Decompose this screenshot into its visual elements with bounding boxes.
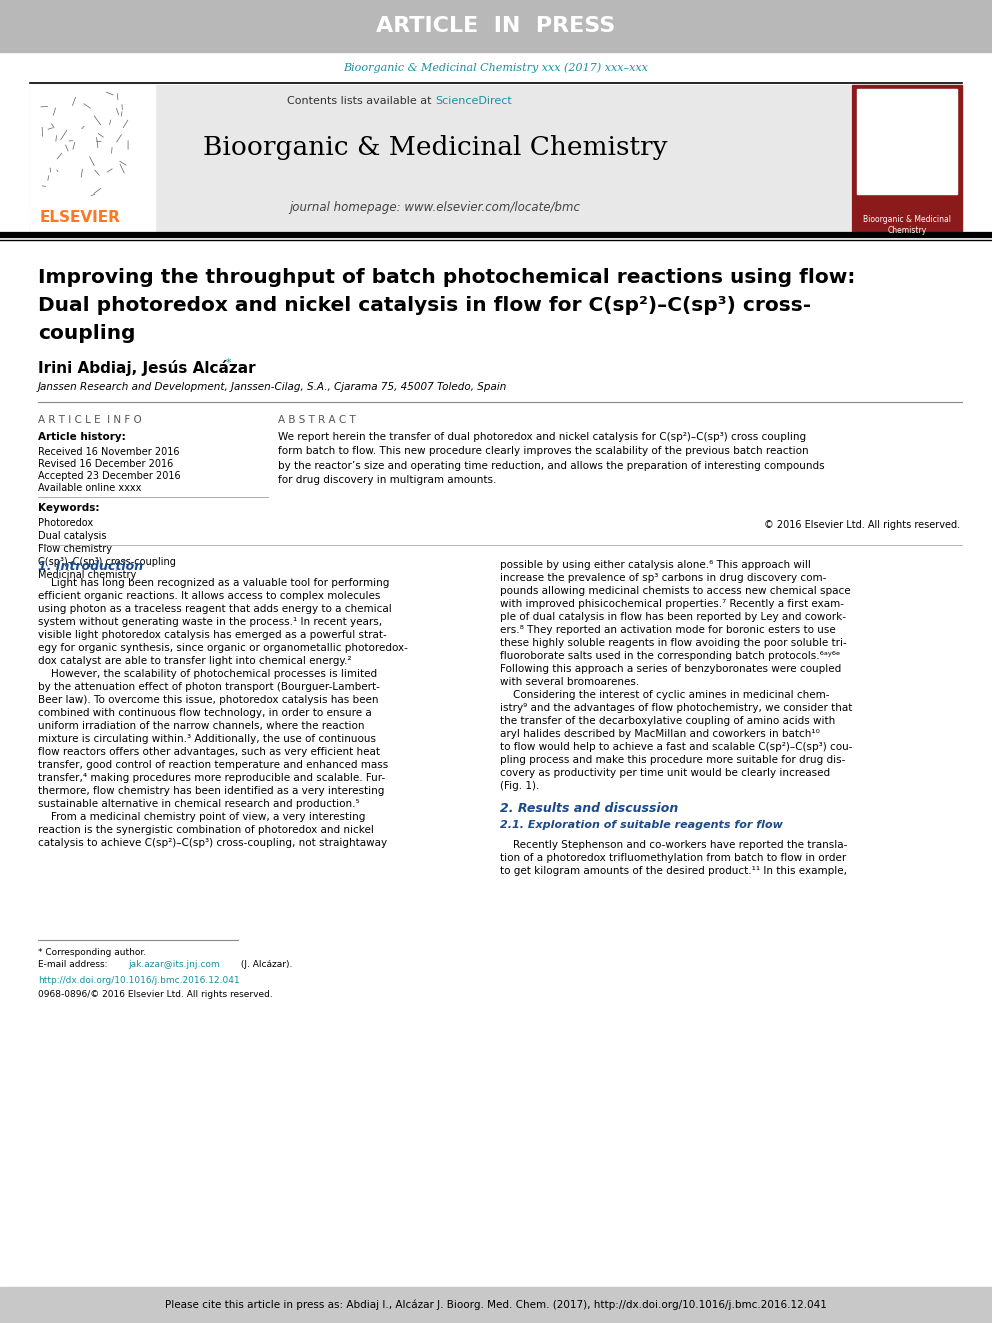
Text: jak.azar@its.jnj.com: jak.azar@its.jnj.com — [128, 960, 219, 968]
Text: the transfer of the decarboxylative coupling of amino acids with: the transfer of the decarboxylative coup… — [500, 716, 835, 726]
Text: ers.⁸ They reported an activation mode for boronic esters to use: ers.⁸ They reported an activation mode f… — [500, 624, 835, 635]
Text: these highly soluble reagents in flow avoiding the poor soluble tri-: these highly soluble reagents in flow av… — [500, 638, 847, 648]
Text: 2. Results and discussion: 2. Results and discussion — [500, 802, 679, 815]
Text: Bioorganic & Medicinal Chemistry: Bioorganic & Medicinal Chemistry — [202, 135, 668, 160]
Text: with improved phisicochemical properties.⁷ Recently a first exam-: with improved phisicochemical properties… — [500, 599, 844, 609]
Text: efficient organic reactions. It allows access to complex molecules: efficient organic reactions. It allows a… — [38, 591, 380, 601]
Text: possible by using either catalysis alone.⁶ This approach will: possible by using either catalysis alone… — [500, 560, 810, 570]
Text: istry⁹ and the advantages of flow photochemistry, we consider that: istry⁹ and the advantages of flow photoc… — [500, 703, 852, 713]
Text: covery as productivity per time unit would be clearly increased: covery as productivity per time unit wou… — [500, 767, 830, 778]
Text: 2.1. Exploration of suitable reagents for flow: 2.1. Exploration of suitable reagents fo… — [500, 820, 783, 830]
Text: Photoredox: Photoredox — [38, 519, 93, 528]
Text: visible light photoredox catalysis has emerged as a powerful strat-: visible light photoredox catalysis has e… — [38, 630, 387, 640]
Text: to flow would help to achieve a fast and scalable C(sp²)–C(sp³) cou-: to flow would help to achieve a fast and… — [500, 742, 852, 751]
Text: flow reactors offers other advantages, such as very efficient heat: flow reactors offers other advantages, s… — [38, 747, 380, 757]
Bar — [0, 0, 992, 52]
Text: A R T I C L E  I N F O: A R T I C L E I N F O — [38, 415, 142, 425]
Text: pling process and make this procedure more suitable for drug dis-: pling process and make this procedure mo… — [500, 755, 845, 765]
Text: fluoroborate salts used in the corresponding batch protocols.⁶ᵃʸ⁶ᵉ: fluoroborate salts used in the correspon… — [500, 651, 840, 662]
Text: http://dx.doi.org/10.1016/j.bmc.2016.12.041: http://dx.doi.org/10.1016/j.bmc.2016.12.… — [38, 976, 240, 986]
Text: system without generating waste in the process.¹ In recent years,: system without generating waste in the p… — [38, 617, 382, 627]
Text: Dual photoredox and nickel catalysis in flow for C(sp²)–C(sp³) cross-: Dual photoredox and nickel catalysis in … — [38, 296, 811, 315]
Text: catalysis to achieve C(sp²)–C(sp³) cross-coupling, not straightaway: catalysis to achieve C(sp²)–C(sp³) cross… — [38, 837, 387, 848]
Text: Janssen Research and Development, Janssen-Cilag, S.A., Cjarama 75, 45007 Toledo,: Janssen Research and Development, Jansse… — [38, 382, 507, 392]
Text: aryl halides described by MacMillan and coworkers in batch¹⁰: aryl halides described by MacMillan and … — [500, 729, 819, 740]
Bar — [852, 85, 962, 233]
Text: Please cite this article in press as: Abdiaj I., Alcázar J. Bioorg. Med. Chem. (: Please cite this article in press as: Ab… — [165, 1299, 827, 1310]
Text: transfer,⁴ making procedures more reproducible and scalable. Fur-: transfer,⁴ making procedures more reprod… — [38, 773, 385, 783]
Text: Bioorganic & Medicinal
Chemistry: Bioorganic & Medicinal Chemistry — [863, 216, 951, 235]
Text: Following this approach a series of benzyboronates were coupled: Following this approach a series of benz… — [500, 664, 841, 673]
Bar — [857, 89, 957, 194]
Text: by the attenuation effect of photon transport (Bourguer-Lambert-: by the attenuation effect of photon tran… — [38, 681, 380, 692]
Text: using photon as a traceless reagent that adds energy to a chemical: using photon as a traceless reagent that… — [38, 605, 392, 614]
Text: Flow chemistry: Flow chemistry — [38, 544, 112, 554]
Text: A B S T R A C T: A B S T R A C T — [278, 415, 356, 425]
Text: 0968-0896/© 2016 Elsevier Ltd. All rights reserved.: 0968-0896/© 2016 Elsevier Ltd. All right… — [38, 990, 273, 999]
Bar — [30, 85, 155, 233]
Text: tion of a photoredox trifluomethylation from batch to flow in order: tion of a photoredox trifluomethylation … — [500, 853, 846, 863]
Text: Irini Abdiaj, Jesús Alcázar: Irini Abdiaj, Jesús Alcázar — [38, 360, 256, 376]
Text: Beer law). To overcome this issue, photoredox catalysis has been: Beer law). To overcome this issue, photo… — [38, 695, 379, 705]
Text: (J. Alcázar).: (J. Alcázar). — [238, 960, 293, 968]
Text: Medicinal chemistry: Medicinal chemistry — [38, 570, 136, 579]
Text: However, the scalability of photochemical processes is limited: However, the scalability of photochemica… — [38, 669, 377, 679]
Text: journal homepage: www.elsevier.com/locate/bmc: journal homepage: www.elsevier.com/locat… — [290, 201, 580, 214]
Text: Contents lists available at: Contents lists available at — [287, 97, 435, 106]
Text: pounds allowing medicinal chemists to access new chemical space: pounds allowing medicinal chemists to ac… — [500, 586, 850, 595]
Text: Considering the interest of cyclic amines in medicinal chem-: Considering the interest of cyclic amine… — [500, 691, 829, 700]
Text: C(sp³)–C(sp³) cross-coupling: C(sp³)–C(sp³) cross-coupling — [38, 557, 176, 568]
Text: dox catalyst are able to transfer light into chemical energy.²: dox catalyst are able to transfer light … — [38, 656, 351, 665]
Text: *: * — [226, 359, 231, 368]
Text: ple of dual catalysis in flow has been reported by Ley and cowork-: ple of dual catalysis in flow has been r… — [500, 613, 846, 622]
Text: Keywords:: Keywords: — [38, 503, 99, 513]
Text: mixture is circulating within.³ Additionally, the use of continuous: mixture is circulating within.³ Addition… — [38, 734, 376, 744]
Text: combined with continuous flow technology, in order to ensure a: combined with continuous flow technology… — [38, 708, 372, 718]
Text: From a medicinal chemistry point of view, a very interesting: From a medicinal chemistry point of view… — [38, 812, 365, 822]
Text: ELSEVIER: ELSEVIER — [40, 210, 120, 225]
Text: reaction is the synergistic combination of photoredox and nickel: reaction is the synergistic combination … — [38, 826, 374, 835]
Text: Accepted 23 December 2016: Accepted 23 December 2016 — [38, 471, 181, 482]
Text: Received 16 November 2016: Received 16 November 2016 — [38, 447, 180, 456]
Text: E-mail address:: E-mail address: — [38, 960, 110, 968]
Text: ScienceDirect: ScienceDirect — [435, 97, 512, 106]
Text: Improving the throughput of batch photochemical reactions using flow:: Improving the throughput of batch photoc… — [38, 269, 855, 287]
Text: Article history:: Article history: — [38, 433, 126, 442]
Text: Available online xxxx: Available online xxxx — [38, 483, 142, 493]
Bar — [30, 85, 850, 233]
Text: egy for organic synthesis, since organic or organometallic photoredox-: egy for organic synthesis, since organic… — [38, 643, 408, 654]
Text: ARTICLE  IN  PRESS: ARTICLE IN PRESS — [376, 16, 616, 36]
Text: with several bromoarenes.: with several bromoarenes. — [500, 677, 639, 687]
Text: to get kilogram amounts of the desired product.¹¹ In this example,: to get kilogram amounts of the desired p… — [500, 867, 847, 876]
Text: 1. Introduction: 1. Introduction — [38, 560, 143, 573]
Text: Dual catalysis: Dual catalysis — [38, 531, 106, 541]
Text: sustainable alternative in chemical research and production.⁵: sustainable alternative in chemical rese… — [38, 799, 360, 808]
Text: Recently Stephenson and co-workers have reported the transla-: Recently Stephenson and co-workers have … — [500, 840, 847, 849]
Text: transfer, good control of reaction temperature and enhanced mass: transfer, good control of reaction tempe… — [38, 759, 388, 770]
Text: Revised 16 December 2016: Revised 16 December 2016 — [38, 459, 174, 468]
Text: coupling: coupling — [38, 324, 136, 343]
Text: Light has long been recognized as a valuable tool for performing: Light has long been recognized as a valu… — [38, 578, 390, 587]
Text: * Corresponding author.: * Corresponding author. — [38, 949, 146, 957]
Bar — [0, 1287, 992, 1323]
Text: increase the prevalence of sp³ carbons in drug discovery com-: increase the prevalence of sp³ carbons i… — [500, 573, 826, 583]
Text: (Fig. 1).: (Fig. 1). — [500, 781, 540, 791]
Text: Bioorganic & Medicinal Chemistry xxx (2017) xxx–xxx: Bioorganic & Medicinal Chemistry xxx (20… — [343, 62, 649, 73]
Text: thermore, flow chemistry has been identified as a very interesting: thermore, flow chemistry has been identi… — [38, 786, 384, 796]
Text: We report herein the transfer of dual photoredox and nickel catalysis for C(sp²): We report herein the transfer of dual ph… — [278, 433, 824, 486]
Text: uniform irradiation of the narrow channels, where the reaction: uniform irradiation of the narrow channe… — [38, 721, 364, 732]
Text: © 2016 Elsevier Ltd. All rights reserved.: © 2016 Elsevier Ltd. All rights reserved… — [764, 520, 960, 531]
